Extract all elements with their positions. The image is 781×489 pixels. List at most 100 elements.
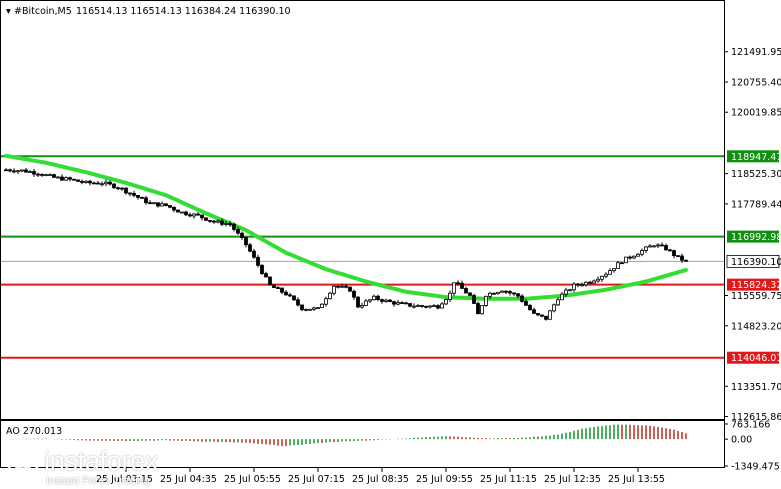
candle-body bbox=[560, 293, 564, 301]
logo-tagline: Instant Forex Trading bbox=[46, 475, 150, 487]
candle-body bbox=[64, 177, 68, 181]
level-tag bbox=[727, 150, 779, 163]
candle-body bbox=[148, 202, 152, 205]
candle-body bbox=[8, 169, 12, 172]
candle-body bbox=[616, 262, 620, 269]
ao-axis-label: 0.00 bbox=[731, 435, 752, 446]
candle-body bbox=[456, 282, 460, 285]
candle-body bbox=[680, 255, 684, 261]
candle-body bbox=[132, 192, 136, 196]
candle-body bbox=[552, 304, 556, 312]
candle-body bbox=[524, 301, 528, 306]
candle-body bbox=[668, 249, 672, 252]
instaforex-mark-icon bbox=[7, 449, 39, 481]
candle-body bbox=[336, 285, 340, 288]
candle-body bbox=[536, 312, 540, 316]
candle-body bbox=[96, 182, 100, 185]
current-price-label: 116390.10 bbox=[731, 257, 781, 268]
candle-body bbox=[584, 281, 588, 286]
candle-body bbox=[80, 181, 84, 183]
candle-body bbox=[192, 213, 196, 217]
candle-body bbox=[596, 278, 600, 282]
candle-body bbox=[600, 275, 604, 280]
candles-layer bbox=[4, 168, 688, 321]
candle-body bbox=[76, 179, 80, 182]
candle-body bbox=[448, 292, 452, 300]
candle-body bbox=[376, 295, 380, 301]
ao-histogram bbox=[5, 424, 687, 447]
candle-body bbox=[576, 283, 580, 286]
candle-body bbox=[296, 299, 300, 306]
candle-body bbox=[248, 244, 252, 252]
candle-body bbox=[196, 213, 200, 216]
level-tag-label: 116992.98 bbox=[731, 232, 781, 243]
candle-body bbox=[464, 288, 468, 294]
candle-body bbox=[160, 203, 164, 207]
time-axis-label: 25 Jul 11:15 bbox=[480, 474, 537, 485]
candle-body bbox=[604, 273, 608, 277]
indicator-label: AO 270.013 bbox=[6, 426, 62, 437]
candle-body bbox=[556, 299, 560, 306]
level-tag bbox=[727, 230, 779, 243]
candle-body bbox=[672, 250, 676, 257]
indicator-pane-border bbox=[0, 420, 725, 468]
candle-body bbox=[152, 202, 156, 205]
candle-body bbox=[264, 273, 268, 278]
candle-body bbox=[352, 290, 356, 298]
candle-body bbox=[568, 289, 572, 292]
candle-body bbox=[232, 223, 236, 230]
candle-body bbox=[56, 176, 60, 179]
candle-body bbox=[368, 299, 372, 302]
candle-body bbox=[684, 259, 688, 262]
candle-body bbox=[356, 296, 360, 308]
candle-body bbox=[520, 295, 524, 302]
candle-body bbox=[308, 308, 312, 311]
candle-body bbox=[48, 174, 52, 177]
candle-body bbox=[344, 285, 348, 288]
levels-layer bbox=[1, 155, 724, 359]
candle-body bbox=[412, 305, 416, 308]
candle-body bbox=[216, 220, 220, 223]
candle-body bbox=[44, 174, 48, 177]
candle-body bbox=[188, 214, 192, 217]
price-axis-label: 118525.30 bbox=[731, 169, 781, 180]
candle-body bbox=[540, 314, 544, 317]
candle-body bbox=[640, 250, 644, 255]
candle-body bbox=[508, 291, 512, 294]
candle-body bbox=[212, 220, 216, 223]
time-axis-label: 25 Jul 09:55 bbox=[416, 474, 473, 485]
candle-body bbox=[68, 177, 72, 180]
moving-average-layer bbox=[4, 153, 688, 301]
candle-body bbox=[28, 171, 32, 173]
level-tag-label: 115824.32 bbox=[731, 280, 781, 291]
candle-body bbox=[632, 255, 636, 259]
candle-body bbox=[476, 303, 480, 315]
candle-body bbox=[660, 244, 664, 247]
candle-body bbox=[328, 292, 332, 300]
price-axis-label: 112615.86 bbox=[731, 412, 781, 423]
level-tag bbox=[727, 351, 779, 364]
candle-body bbox=[16, 170, 20, 173]
candle-body bbox=[204, 217, 208, 221]
candle-body bbox=[424, 305, 428, 308]
candle-body bbox=[136, 194, 140, 198]
candle-body bbox=[40, 174, 44, 176]
candle-body bbox=[488, 292, 492, 297]
candle-body bbox=[36, 173, 40, 176]
candle-body bbox=[396, 302, 400, 305]
candle-body bbox=[20, 169, 24, 172]
price-axis-label: 121491.95 bbox=[731, 47, 781, 58]
candle-body bbox=[628, 256, 632, 259]
candle-body bbox=[592, 280, 596, 284]
candle-body bbox=[656, 244, 660, 247]
candle-body bbox=[84, 180, 88, 183]
candle-body bbox=[644, 246, 648, 251]
candle-body bbox=[140, 196, 144, 199]
candle-body bbox=[496, 291, 500, 295]
candle-body bbox=[88, 180, 92, 184]
candle-body bbox=[124, 187, 128, 194]
candle-body bbox=[648, 245, 652, 248]
candle-body bbox=[492, 292, 496, 295]
